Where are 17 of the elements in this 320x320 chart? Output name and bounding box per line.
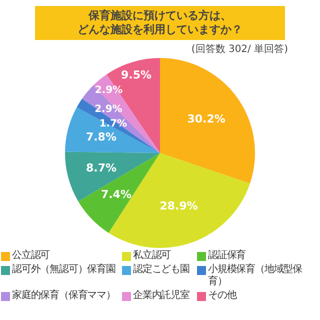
legend-label: 認証保育 <box>208 250 246 262</box>
data-label: 28.9% <box>160 200 198 213</box>
legend-label: 家庭的保育（保育ママ） <box>12 290 116 302</box>
chart-subtitle: (回答数 302/ 単回答) <box>191 43 288 56</box>
legend-label: 認定こども園 <box>133 264 190 276</box>
legend-label: その他 <box>208 290 236 302</box>
data-label: 7.8% <box>86 130 116 144</box>
legend-label: 小規模保育（地域型保育） <box>208 264 304 288</box>
data-label: 8.7% <box>86 162 117 175</box>
data-label: 9.5% <box>121 68 152 82</box>
legend-label: 公立認可 <box>12 250 50 262</box>
legend-label: 認可外（無認可）保育園 <box>12 264 116 276</box>
chart-title: 保育施設に預けている方は、どんな施設を利用していますか？ <box>76 9 244 37</box>
data-label: 7.4% <box>100 188 132 202</box>
legend-label: 企業内託児室 <box>133 290 190 302</box>
legend-label: 私立認可 <box>133 250 171 262</box>
data-label: 30.2% <box>187 112 226 126</box>
